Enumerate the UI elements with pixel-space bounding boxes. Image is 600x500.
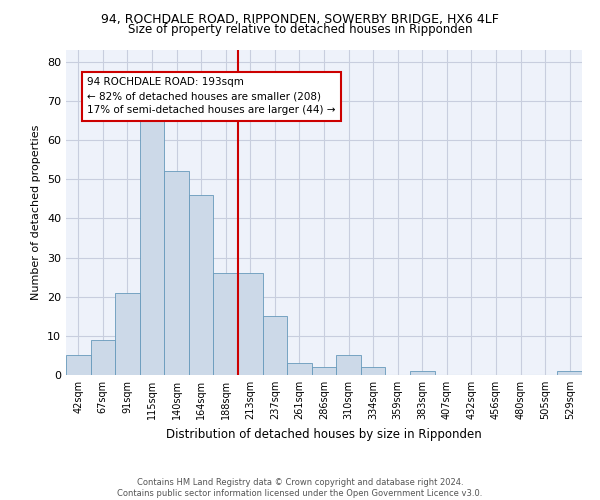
Bar xyxy=(263,316,287,375)
Text: 94, ROCHDALE ROAD, RIPPONDEN, SOWERBY BRIDGE, HX6 4LF: 94, ROCHDALE ROAD, RIPPONDEN, SOWERBY BR… xyxy=(101,12,499,26)
Bar xyxy=(115,293,140,375)
Bar xyxy=(410,371,434,375)
Bar xyxy=(287,364,312,375)
Bar xyxy=(214,273,238,375)
X-axis label: Distribution of detached houses by size in Ripponden: Distribution of detached houses by size … xyxy=(166,428,482,440)
Bar xyxy=(164,172,189,375)
Text: Contains HM Land Registry data © Crown copyright and database right 2024.
Contai: Contains HM Land Registry data © Crown c… xyxy=(118,478,482,498)
Bar xyxy=(336,356,361,375)
Bar xyxy=(312,367,336,375)
Text: 94 ROCHDALE ROAD: 193sqm
← 82% of detached houses are smaller (208)
17% of semi-: 94 ROCHDALE ROAD: 193sqm ← 82% of detach… xyxy=(87,78,335,116)
Bar xyxy=(238,273,263,375)
Text: Size of property relative to detached houses in Ripponden: Size of property relative to detached ho… xyxy=(128,22,472,36)
Bar xyxy=(557,371,582,375)
Bar xyxy=(91,340,115,375)
Bar xyxy=(361,367,385,375)
Y-axis label: Number of detached properties: Number of detached properties xyxy=(31,125,41,300)
Bar xyxy=(66,356,91,375)
Bar xyxy=(189,195,214,375)
Bar xyxy=(140,120,164,375)
